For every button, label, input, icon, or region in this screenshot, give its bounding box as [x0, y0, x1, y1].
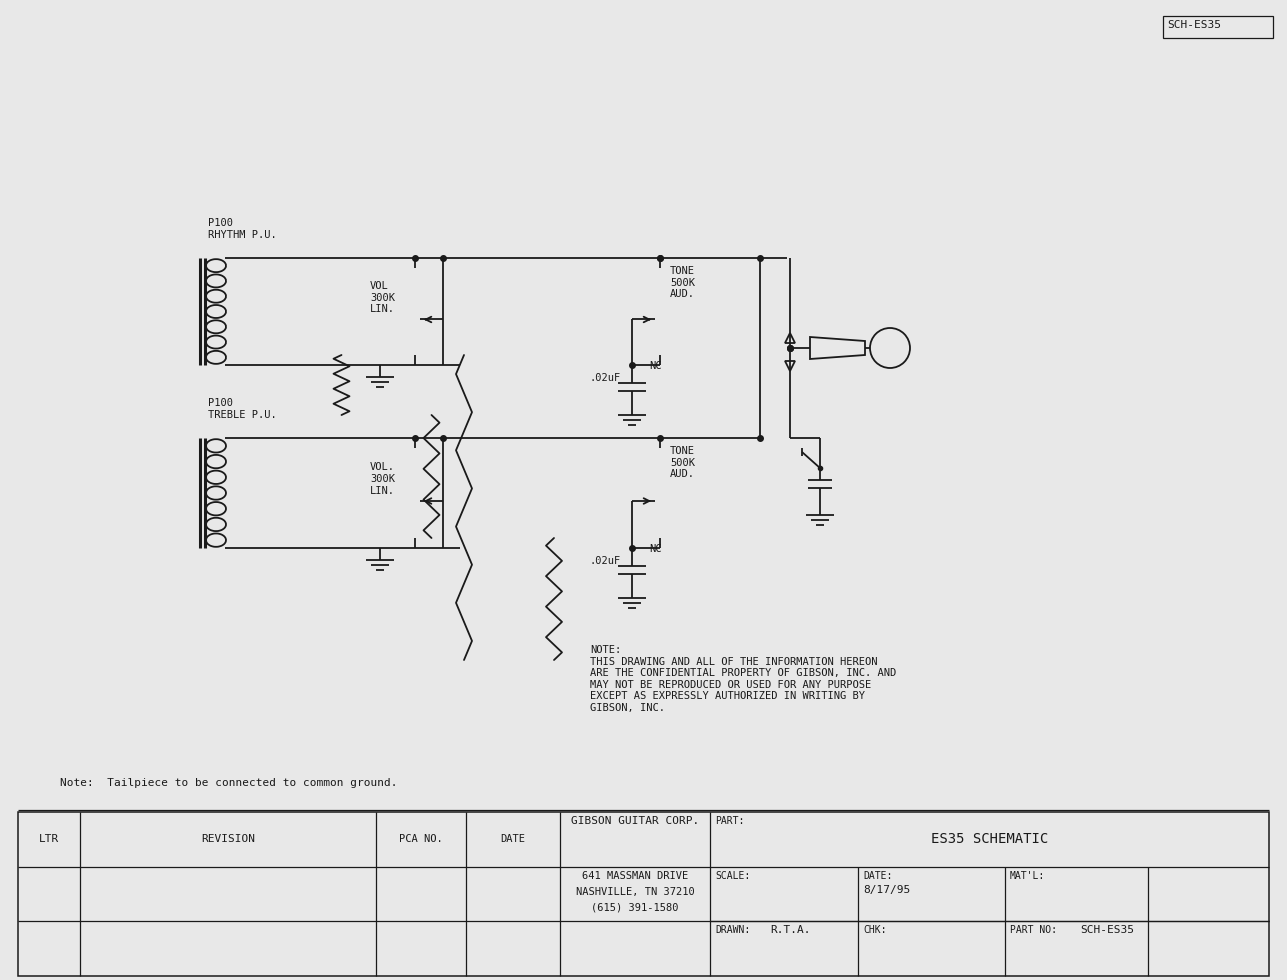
Text: TONE
500K
AUD.: TONE 500K AUD.	[671, 266, 695, 299]
Text: PART:: PART:	[716, 816, 744, 826]
Bar	[18, 812, 1269, 976]
Text: .02uF: .02uF	[589, 556, 622, 566]
Text: (615) 391-1580: (615) 391-1580	[591, 903, 678, 912]
Text: P100
TREBLE P.U.: P100 TREBLE P.U.	[208, 398, 277, 419]
Text: NOTE:
THIS DRAWING AND ALL OF THE INFORMATION HEREON
ARE THE CONFIDENTIAL PROPER: NOTE: THIS DRAWING AND ALL OF THE INFORM…	[589, 645, 896, 713]
Text: 8/17/95: 8/17/95	[864, 885, 910, 895]
Text: DRAWN:: DRAWN:	[716, 925, 750, 935]
Text: MAT'L:: MAT'L:	[1010, 870, 1045, 881]
Text: VOL.
300K
LIN.: VOL. 300K LIN.	[369, 463, 395, 496]
Text: LTR: LTR	[39, 834, 59, 845]
Text: CHK:: CHK:	[864, 925, 887, 935]
Text: R.T.A.: R.T.A.	[770, 925, 811, 935]
Text: SCH-ES35: SCH-ES35	[1167, 20, 1221, 30]
Text: VOL
300K
LIN.: VOL 300K LIN.	[369, 281, 395, 315]
Text: REVISION: REVISION	[201, 834, 255, 845]
Text: PART NO:: PART NO:	[1010, 925, 1057, 935]
Bar	[1163, 16, 1273, 38]
Text: SCH-ES35: SCH-ES35	[1080, 925, 1134, 935]
Text: Note:  Tailpiece to be connected to common ground.: Note: Tailpiece to be connected to commo…	[60, 778, 398, 788]
Text: TONE
500K
AUD.: TONE 500K AUD.	[671, 446, 695, 479]
Text: GIBSON GUITAR CORP.: GIBSON GUITAR CORP.	[571, 816, 699, 826]
Text: .02uF: .02uF	[589, 373, 622, 383]
Text: 641 MASSMAN DRIVE: 641 MASSMAN DRIVE	[582, 870, 689, 881]
Text: DATE:: DATE:	[864, 870, 892, 881]
Text: PCA NO.: PCA NO.	[399, 834, 443, 845]
Text: NC: NC	[649, 361, 662, 371]
Text: DATE: DATE	[501, 834, 525, 845]
Text: NASHVILLE, TN 37210: NASHVILLE, TN 37210	[575, 887, 695, 897]
Text: ES35 SCHEMATIC: ES35 SCHEMATIC	[931, 832, 1048, 847]
Text: SCALE:: SCALE:	[716, 870, 750, 881]
Text: P100
RHYTHM P.U.: P100 RHYTHM P.U.	[208, 218, 277, 239]
Text: NC: NC	[649, 544, 662, 554]
